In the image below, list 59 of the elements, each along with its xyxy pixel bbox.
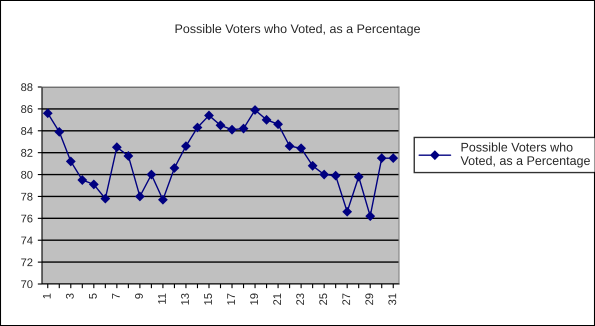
x-tick-label: 15 <box>204 293 212 305</box>
y-tick-label: 84 <box>21 127 33 135</box>
point <box>146 170 156 180</box>
x-tick-label: 19 <box>250 294 258 305</box>
point <box>54 127 64 136</box>
y-tick-label: 88 <box>21 83 32 92</box>
x-tick-label: 11 <box>158 294 166 304</box>
point <box>78 175 87 185</box>
point <box>100 194 110 204</box>
y-tick-label: 70 <box>21 280 33 288</box>
x-tick-label: 7 <box>112 294 120 299</box>
point <box>227 125 237 134</box>
x-tick-label: 1 <box>42 294 51 298</box>
y-tick-label: 72 <box>21 258 32 266</box>
x-tick-label: 3 <box>66 294 74 299</box>
point <box>331 171 340 180</box>
x-tick-label: 5 <box>89 293 97 299</box>
y-tick-label: 76 <box>21 214 32 222</box>
x-tick-label: 21 <box>273 294 281 305</box>
point <box>158 195 168 204</box>
point <box>262 115 272 124</box>
point <box>296 144 306 153</box>
point <box>388 154 398 163</box>
point <box>112 142 122 152</box>
point <box>204 110 214 120</box>
y-tick-label: 82 <box>21 148 32 157</box>
point <box>89 180 98 190</box>
point <box>284 141 294 151</box>
point <box>366 212 375 221</box>
x-tick-label: 31 <box>388 294 396 305</box>
y-tick-label: 78 <box>21 192 32 201</box>
x-tick-label: 9 <box>135 294 143 299</box>
point <box>135 192 145 202</box>
x-tick-label: 13 <box>181 294 189 305</box>
point <box>238 124 248 134</box>
x-tick-label: 25 <box>319 293 328 305</box>
point <box>308 161 318 170</box>
point <box>192 122 202 132</box>
legend-label: Possible Voters who Voted, as a Percentage <box>460 142 590 168</box>
point <box>342 207 352 216</box>
point <box>250 105 260 115</box>
point <box>320 170 329 180</box>
x-tick-label: 17 <box>227 294 235 305</box>
chart-title: Possible Voters who Voted, as a Percentage <box>176 24 420 36</box>
point <box>216 120 226 130</box>
point <box>273 120 283 129</box>
point <box>124 151 133 161</box>
y-tick-label: 74 <box>21 236 33 244</box>
x-tick-label: 29 <box>365 294 374 305</box>
point <box>66 156 76 166</box>
x-tick-label: 23 <box>296 294 304 305</box>
point <box>43 108 52 118</box>
point <box>377 154 386 163</box>
point <box>354 172 364 182</box>
y-tick-label: 80 <box>21 170 33 179</box>
point <box>170 163 180 173</box>
point <box>181 141 191 151</box>
y-tick-label: 86 <box>21 105 32 114</box>
x-tick-label: 27 <box>342 294 350 305</box>
